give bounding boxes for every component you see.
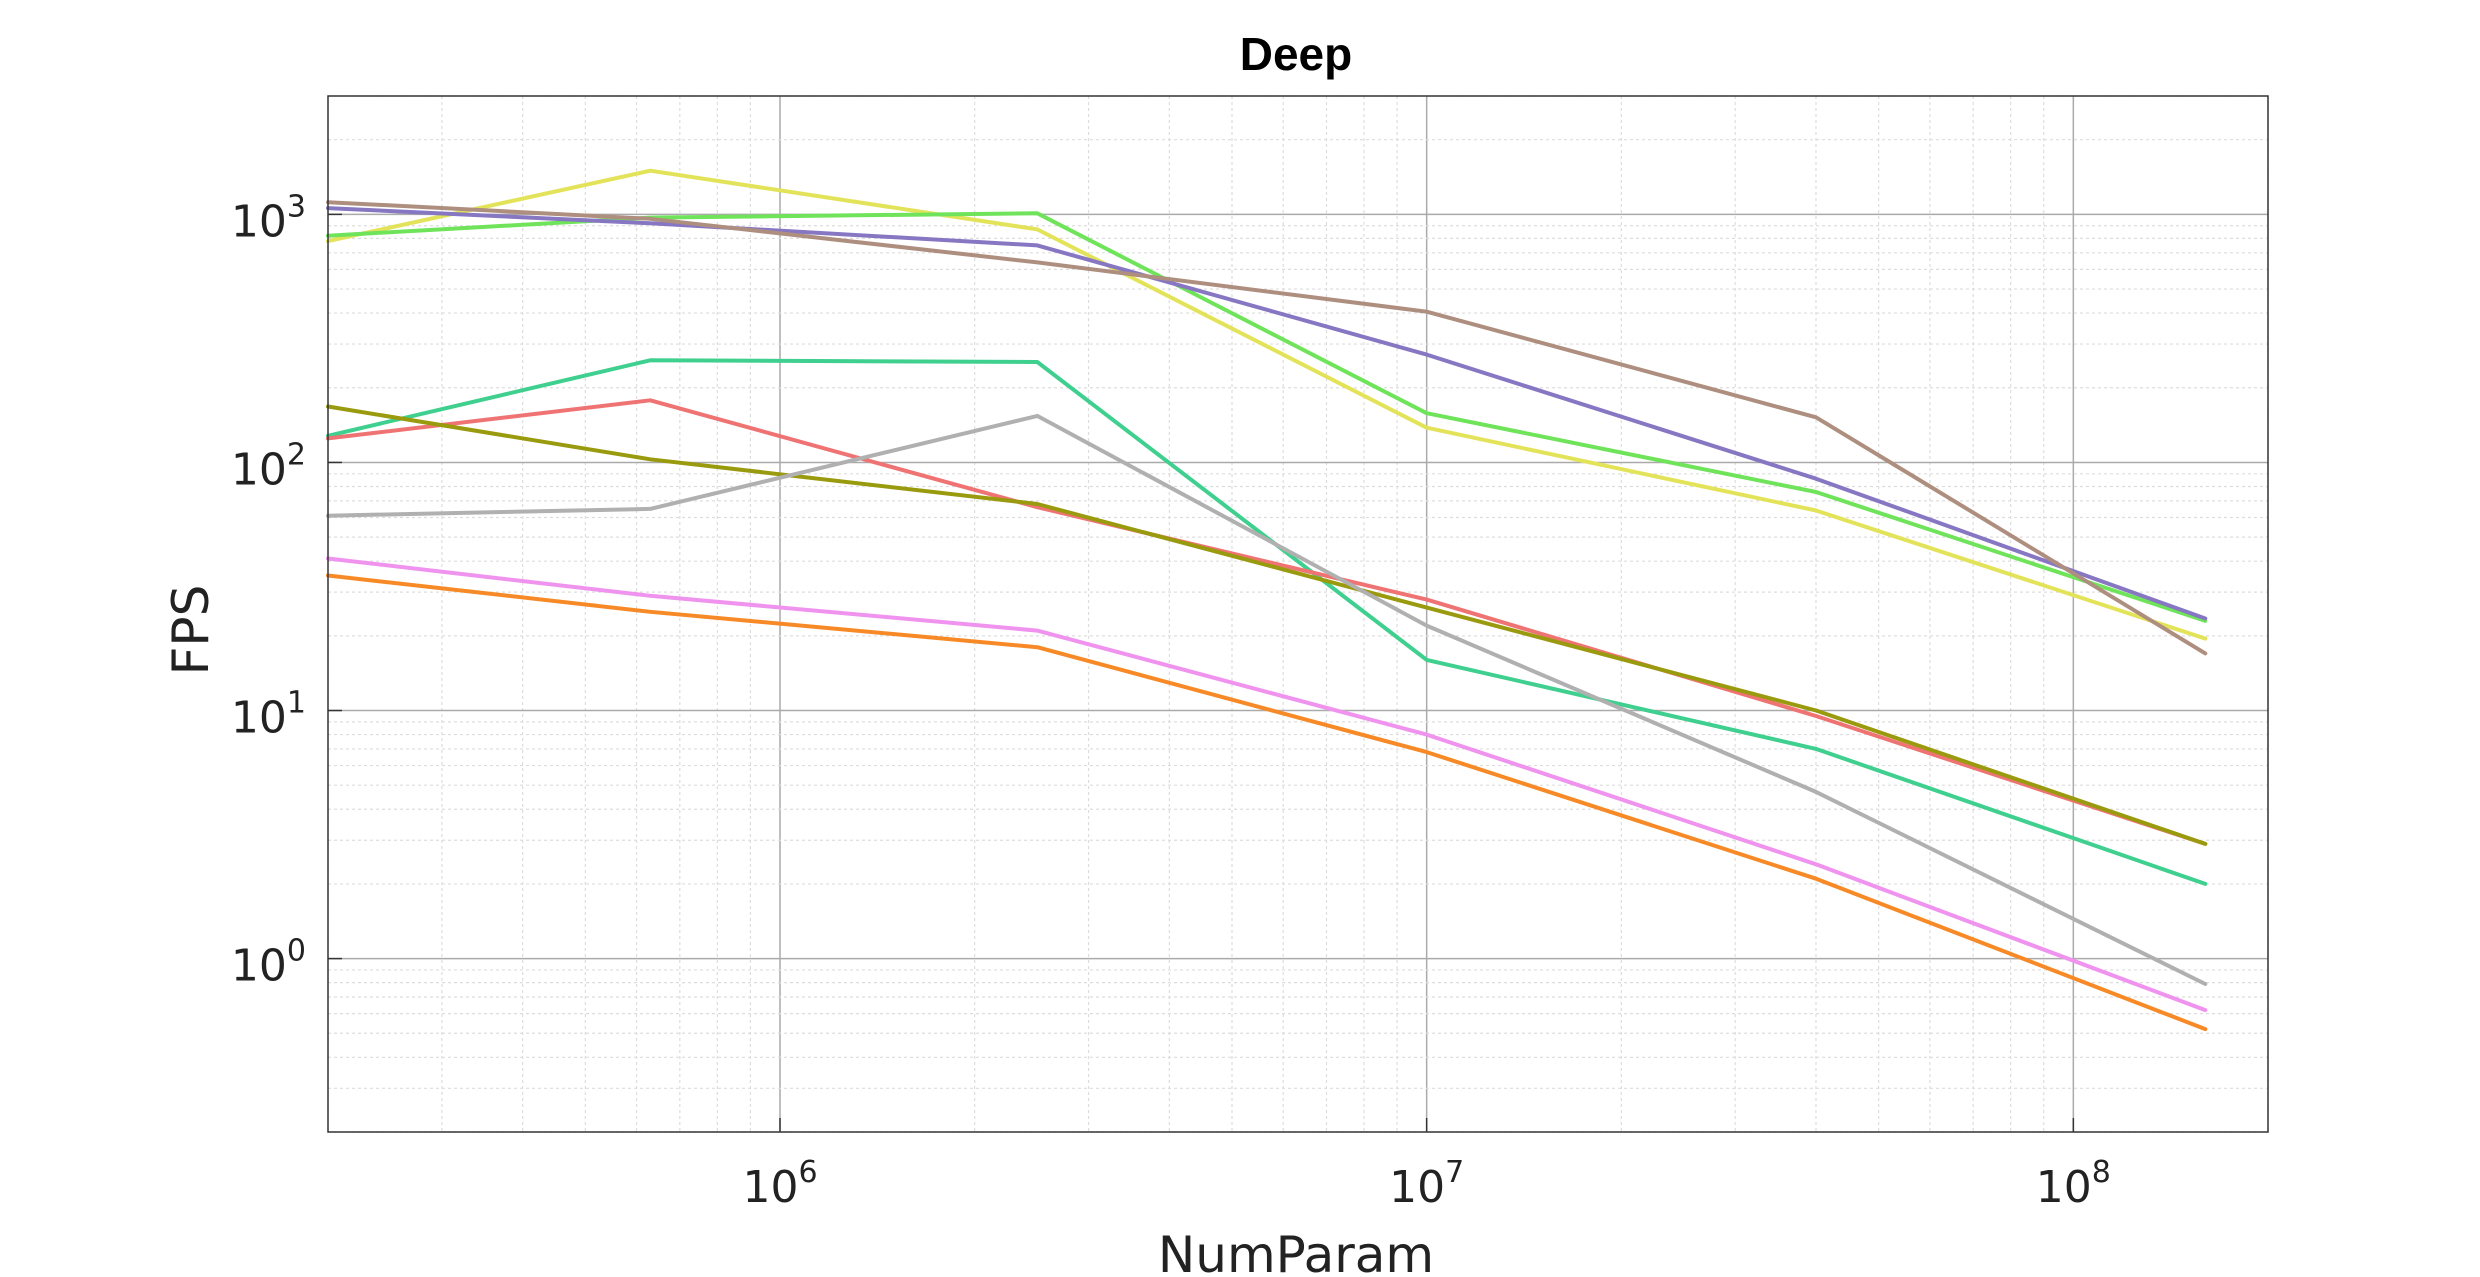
y-tick-label: 100 [231, 934, 306, 992]
series-line-5 [326, 358, 2208, 886]
y-tick-label: 103 [231, 189, 306, 247]
series-line-6 [326, 398, 2208, 846]
series-line-10 [326, 573, 2208, 1032]
x-axis-label: NumParam [1158, 1226, 1434, 1277]
series-line-7 [326, 404, 2208, 846]
series-line-3 [326, 206, 2208, 621]
x-tick-label: 107 [1389, 1155, 1464, 1213]
series-line-9 [326, 556, 2208, 1013]
axis-ticks: 106 107 108 100 101 102 103 [231, 189, 2111, 1213]
y-tick-label: 101 [231, 686, 306, 744]
series-line-1 [326, 168, 2208, 641]
grid-lines [327, 95, 2269, 1133]
x-tick-label: 106 [742, 1155, 817, 1213]
series-line-8 [326, 413, 2208, 986]
series-line-4 [326, 200, 2208, 656]
y-axis-label: FPS [162, 585, 220, 676]
y-tick-label: 102 [231, 437, 306, 495]
chart-title: Deep [1240, 28, 1352, 80]
plot-frame [327, 95, 2269, 1133]
series-lines [326, 168, 2208, 1032]
x-tick-label: 108 [2036, 1155, 2111, 1213]
